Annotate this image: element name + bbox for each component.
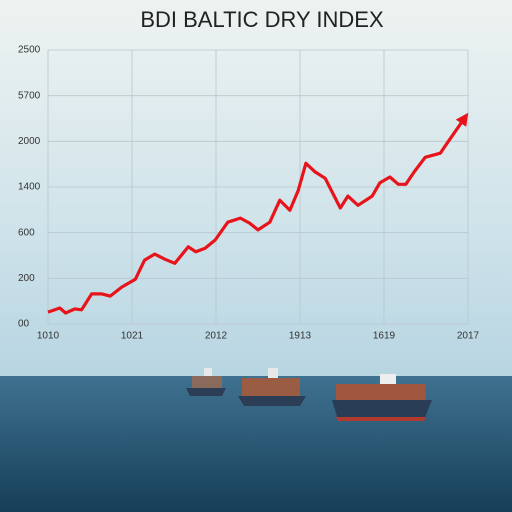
y-tick-label: 200 xyxy=(18,273,35,284)
data-line xyxy=(47,112,469,315)
y-tick-label: 00 xyxy=(18,319,30,330)
y-tick-label: 600 xyxy=(18,227,35,238)
ships xyxy=(186,368,432,421)
sky xyxy=(0,0,512,378)
y-tick-label: 2500 xyxy=(18,45,41,56)
y-tick-label: 5700 xyxy=(18,90,41,101)
x-tick-label: 1021 xyxy=(121,331,144,342)
y-tick-label: 2000 xyxy=(18,136,41,147)
x-tick-label: 1010 xyxy=(37,331,60,342)
y-tick-label: 1400 xyxy=(18,182,41,193)
chart-title: BDI BALTIC DRY INDEX xyxy=(140,7,384,32)
x-tick-label: 2012 xyxy=(205,331,228,342)
x-tick-label: 1619 xyxy=(373,331,396,342)
x-tick-label: 2017 xyxy=(457,331,480,342)
x-tick-label: 1913 xyxy=(289,331,312,342)
